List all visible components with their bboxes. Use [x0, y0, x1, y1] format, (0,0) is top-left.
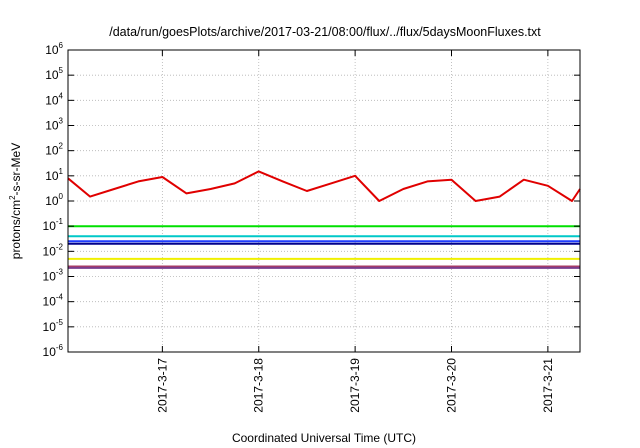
y-tick-label-base: 10	[43, 244, 57, 258]
axis-ticks	[68, 49, 580, 353]
y-tick-label-exp: -2	[56, 242, 64, 251]
x-tick-label: 2017-3-19	[348, 358, 362, 413]
series-line	[67, 170, 581, 202]
x-tick-label: 2017-3-20	[444, 358, 458, 413]
y-tick-label-base: 10	[45, 68, 59, 82]
x-tick-label: 2017-3-18	[252, 358, 266, 413]
y-tick-label-base: 10	[45, 169, 59, 183]
y-tick-label-exp: -6	[56, 343, 64, 352]
y-tick-label-exp: 0	[59, 192, 64, 201]
y-tick-label-exp: -4	[56, 293, 64, 302]
series-lines	[67, 170, 581, 269]
y-tick-label-base: 10	[45, 194, 59, 208]
y-tick-label-base: 10	[45, 119, 59, 133]
chart-title: /data/run/goesPlots/archive/2017-03-21/0…	[109, 25, 541, 39]
y-axis-label-sup: 2	[8, 195, 17, 200]
y-tick-label-exp: -5	[56, 318, 64, 327]
y-tick-label-base: 10	[43, 320, 57, 334]
y-tick-label: 104	[45, 91, 63, 107]
y-tick-label: 105	[45, 66, 63, 82]
y-tick-label: 10-5	[43, 318, 64, 334]
y-axis-label: protons/cm2-s-sr-MeV	[8, 143, 23, 259]
x-tick-label: 2017-3-21	[541, 358, 555, 413]
y-tick-label-exp: 5	[59, 66, 64, 75]
y-tick-label: 103	[45, 117, 63, 133]
y-tick-labels: 10-610-510-410-310-210-11001011021031041…	[43, 41, 64, 359]
y-tick-label: 100	[45, 192, 63, 208]
y-tick-label: 10-2	[43, 242, 64, 258]
y-axis-label-base: protons/cm	[9, 200, 23, 259]
y-tick-label-exp: 4	[59, 91, 64, 100]
x-tick-label: 2017-3-17	[155, 358, 169, 413]
y-tick-label-exp: 6	[59, 41, 64, 50]
y-tick-label-base: 10	[43, 219, 57, 233]
x-tick-labels: 2017-3-17 2017-3-18 2017-3-19 2017-3-20 2017…	[155, 358, 555, 413]
y-tick-label: 10-3	[43, 268, 64, 284]
y-tick-label: 10-6	[43, 343, 64, 359]
y-tick-label-exp: 3	[59, 117, 64, 126]
y-tick-label-base: 10	[43, 270, 57, 284]
y-tick-label: 101	[45, 167, 63, 183]
y-tick-label: 10-1	[43, 217, 64, 233]
y-tick-label-base: 10	[45, 43, 59, 57]
grid	[68, 50, 580, 352]
y-tick-label-exp: -3	[56, 268, 64, 277]
y-tick-label: 102	[45, 142, 63, 158]
y-tick-label-exp: 2	[59, 142, 64, 151]
y-tick-label-base: 10	[45, 144, 59, 158]
y-tick-label-base: 10	[43, 345, 57, 359]
y-tick-label-exp: 1	[59, 167, 64, 176]
y-axis-label-rest: -s-sr-MeV	[9, 143, 23, 196]
x-axis-label: Coordinated Universal Time (UTC)	[232, 431, 416, 445]
y-tick-label-base: 10	[43, 295, 57, 309]
y-tick-label: 10-4	[43, 293, 64, 309]
y-tick-label-base: 10	[45, 93, 59, 107]
y-tick-label-exp: -1	[56, 217, 64, 226]
y-tick-label: 106	[45, 41, 63, 57]
